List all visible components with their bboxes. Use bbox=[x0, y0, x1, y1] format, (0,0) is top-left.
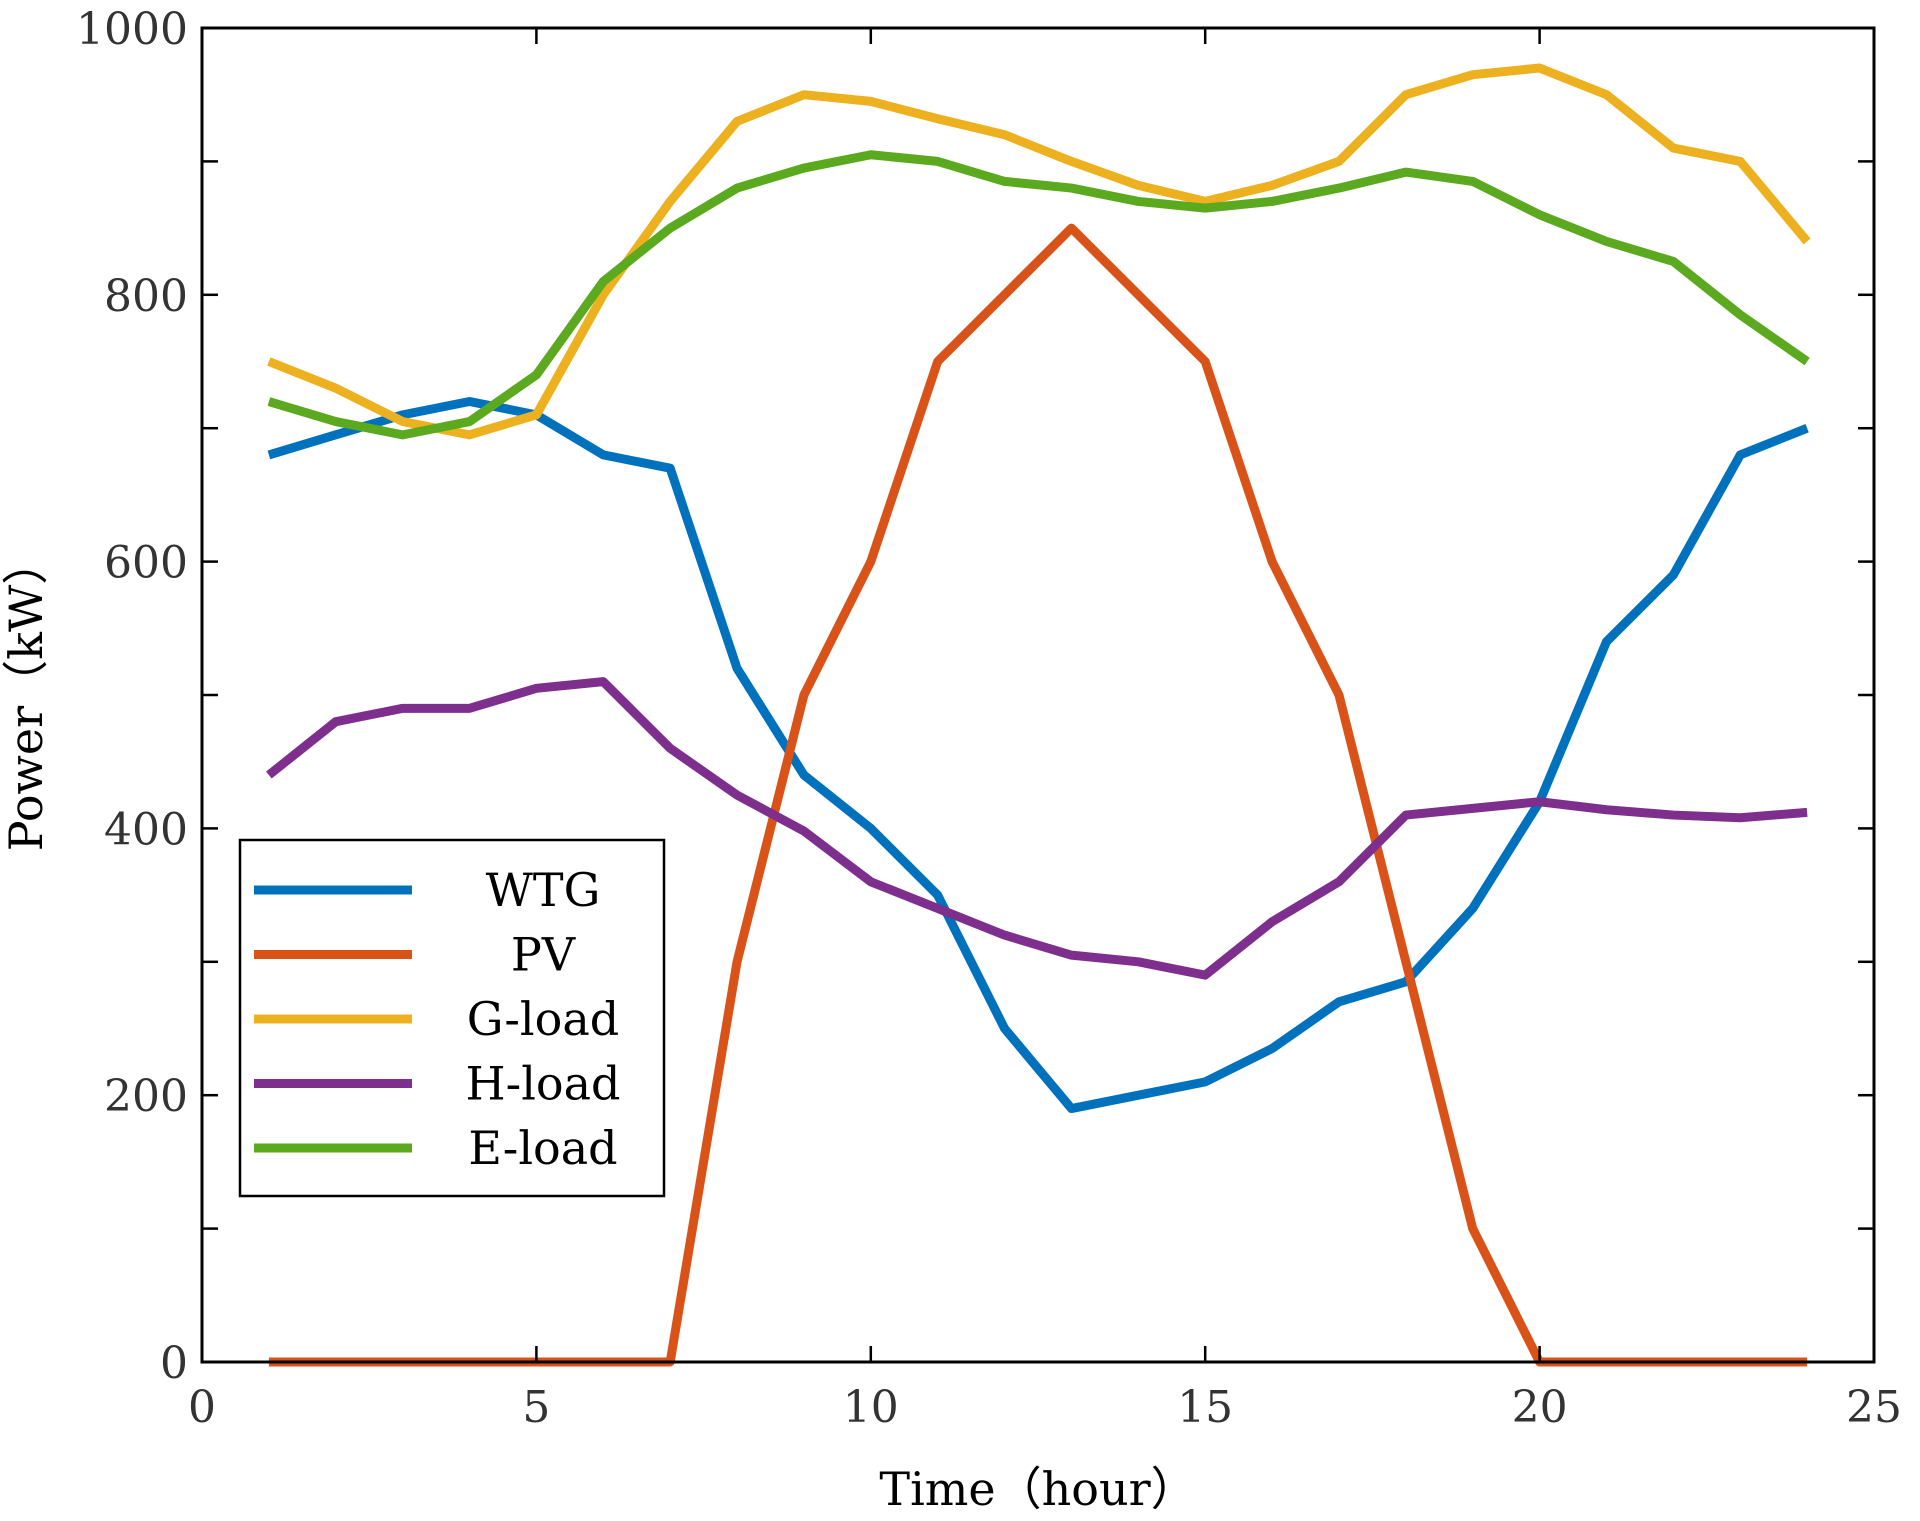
y-tick-label: 400 bbox=[104, 804, 188, 855]
x-tick-label: 25 bbox=[1846, 1382, 1902, 1433]
legend-label-e-load: E-load bbox=[468, 1121, 617, 1175]
y-tick-label: 0 bbox=[160, 1338, 188, 1389]
y-axis-title: Power（kW） bbox=[0, 539, 53, 852]
tick-labels-layer: 0 5 10 15 20 25 0 200 400 600 800 1000 bbox=[76, 4, 1902, 1433]
x-tick-label: 10 bbox=[843, 1382, 899, 1433]
y-tick-label: 1000 bbox=[76, 4, 188, 55]
legend-label-pv: PV bbox=[511, 928, 576, 982]
ticks-layer bbox=[200, 26, 1876, 1364]
series-line-e-load bbox=[267, 150, 1810, 440]
x-tick-label: 5 bbox=[522, 1382, 550, 1433]
legend-label-wtg: WTG bbox=[486, 863, 601, 917]
series-line-wtg bbox=[267, 397, 1809, 1114]
x-tick-label: 15 bbox=[1177, 1382, 1233, 1433]
y-tick-label: 800 bbox=[104, 271, 188, 322]
x-tick-label: 0 bbox=[188, 1382, 216, 1433]
legend: WTG PV G-load H-load E-load bbox=[238, 838, 666, 1198]
x-tick-label: 20 bbox=[1512, 1382, 1568, 1433]
x-axis-title: Time（hour） bbox=[879, 1462, 1196, 1516]
y-tick-label: 200 bbox=[104, 1071, 188, 1122]
series-line-g-load bbox=[267, 63, 1811, 440]
series-line-h-load bbox=[266, 677, 1808, 980]
legend-label-h-load: H-load bbox=[466, 1057, 621, 1111]
legend-items: WTG PV G-load H-load E-load bbox=[254, 863, 620, 1175]
legend-label-g-load: G-load bbox=[467, 992, 619, 1046]
y-tick-label: 600 bbox=[104, 538, 188, 589]
